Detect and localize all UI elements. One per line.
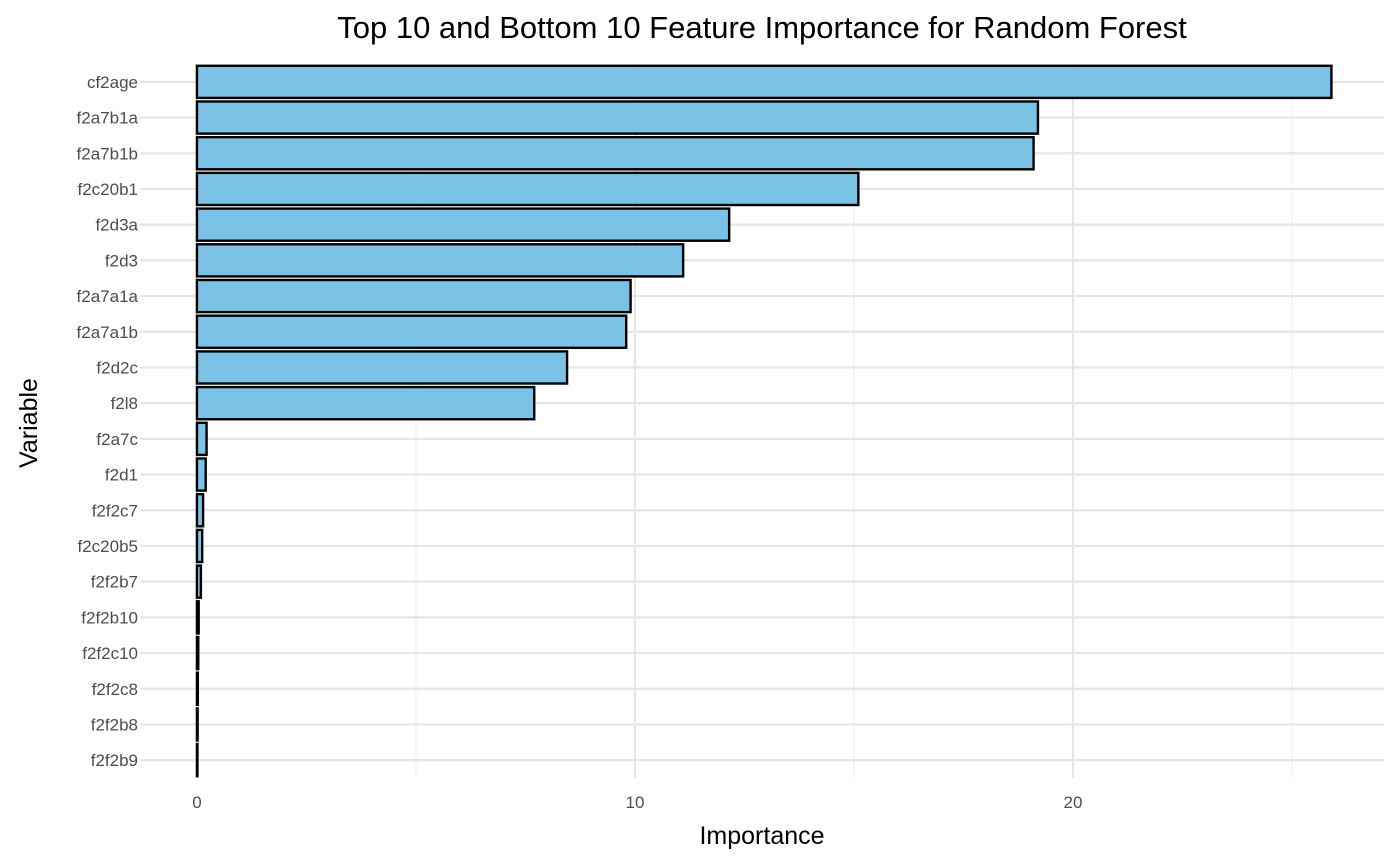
bar-f2c20b1 <box>195 171 860 207</box>
bar-f2c20b5 <box>195 528 204 564</box>
bar-f2f2b7 <box>195 564 203 599</box>
bar-f2a7b1a <box>195 100 1040 135</box>
y-axis-tick-labels: cf2age f2a7b1a f2a7b1b f2c20b1 f2d3a f2d3 f2a7… <box>77 73 139 770</box>
y-tick-label-f2l8: f2l8 <box>111 394 138 413</box>
y-tick-label-f2a7b1b: f2a7b1b <box>77 144 138 163</box>
bar-f2f2b8 <box>195 707 199 742</box>
bar-cf2age <box>195 64 1333 100</box>
grid-lines <box>140 64 1384 778</box>
bars <box>195 64 1333 778</box>
y-tick-label-f2d3a: f2d3a <box>95 216 138 235</box>
x-axis-title: Importance <box>699 822 824 850</box>
y-tick-label-f2c20b5: f2c20b5 <box>78 537 139 556</box>
y-tick-label-f2d1: f2d1 <box>105 466 138 485</box>
y-tick-label-cf2age: cf2age <box>87 73 138 92</box>
x-axis-tick-labels: 0 10 20 <box>192 793 1082 812</box>
y-tick-label-f2a7a1a: f2a7a1a <box>77 287 139 306</box>
y-tick-label-f2f2b9: f2f2b9 <box>91 751 138 770</box>
x-tick-label-0: 0 <box>192 793 201 812</box>
bar-f2f2b10 <box>195 600 200 635</box>
bar-f2d3 <box>195 243 685 278</box>
bar-f2d1 <box>195 457 207 492</box>
y-tick-label-f2f2b8: f2f2b8 <box>91 715 138 734</box>
bar-f2a7c <box>195 421 208 457</box>
bar-f2a7a1b <box>195 314 628 350</box>
bar-f2f2c8 <box>195 671 200 707</box>
bar-f2f2c7 <box>195 492 205 528</box>
bar-f2a7a1a <box>195 278 632 314</box>
x-tick-label-1: 10 <box>626 793 645 812</box>
bar-f2d2c <box>195 350 569 385</box>
y-tick-label-f2d3: f2d3 <box>105 251 138 270</box>
x-tick-label-2: 20 <box>1064 793 1083 812</box>
y-tick-label-f2a7c: f2a7c <box>96 430 138 449</box>
y-tick-label-f2f2c10: f2f2c10 <box>82 644 138 663</box>
bar-f2a7b1b <box>195 135 1035 171</box>
y-tick-label-f2a7a1b: f2a7a1b <box>77 323 138 342</box>
bar-f2l8 <box>195 385 536 421</box>
y-tick-label-f2f2b7: f2f2b7 <box>91 573 138 592</box>
bar-f2d3a <box>195 207 731 242</box>
chart-title: Top 10 and Bottom 10 Feature Importance … <box>337 10 1187 45</box>
y-axis-title: Variable <box>15 378 43 468</box>
y-tick-label-f2f2c8: f2f2c8 <box>92 680 138 699</box>
bar-f2f2c10 <box>195 635 200 671</box>
y-tick-label-f2f2b10: f2f2b10 <box>81 608 138 627</box>
y-tick-label-f2f2c7: f2f2c7 <box>92 501 138 520</box>
y-tick-label-f2c20b1: f2c20b1 <box>78 180 139 199</box>
y-tick-label-f2a7b1a: f2a7b1a <box>77 109 139 128</box>
bar-f2f2b9 <box>195 742 199 778</box>
y-tick-label-f2d2c: f2d2c <box>96 358 138 377</box>
